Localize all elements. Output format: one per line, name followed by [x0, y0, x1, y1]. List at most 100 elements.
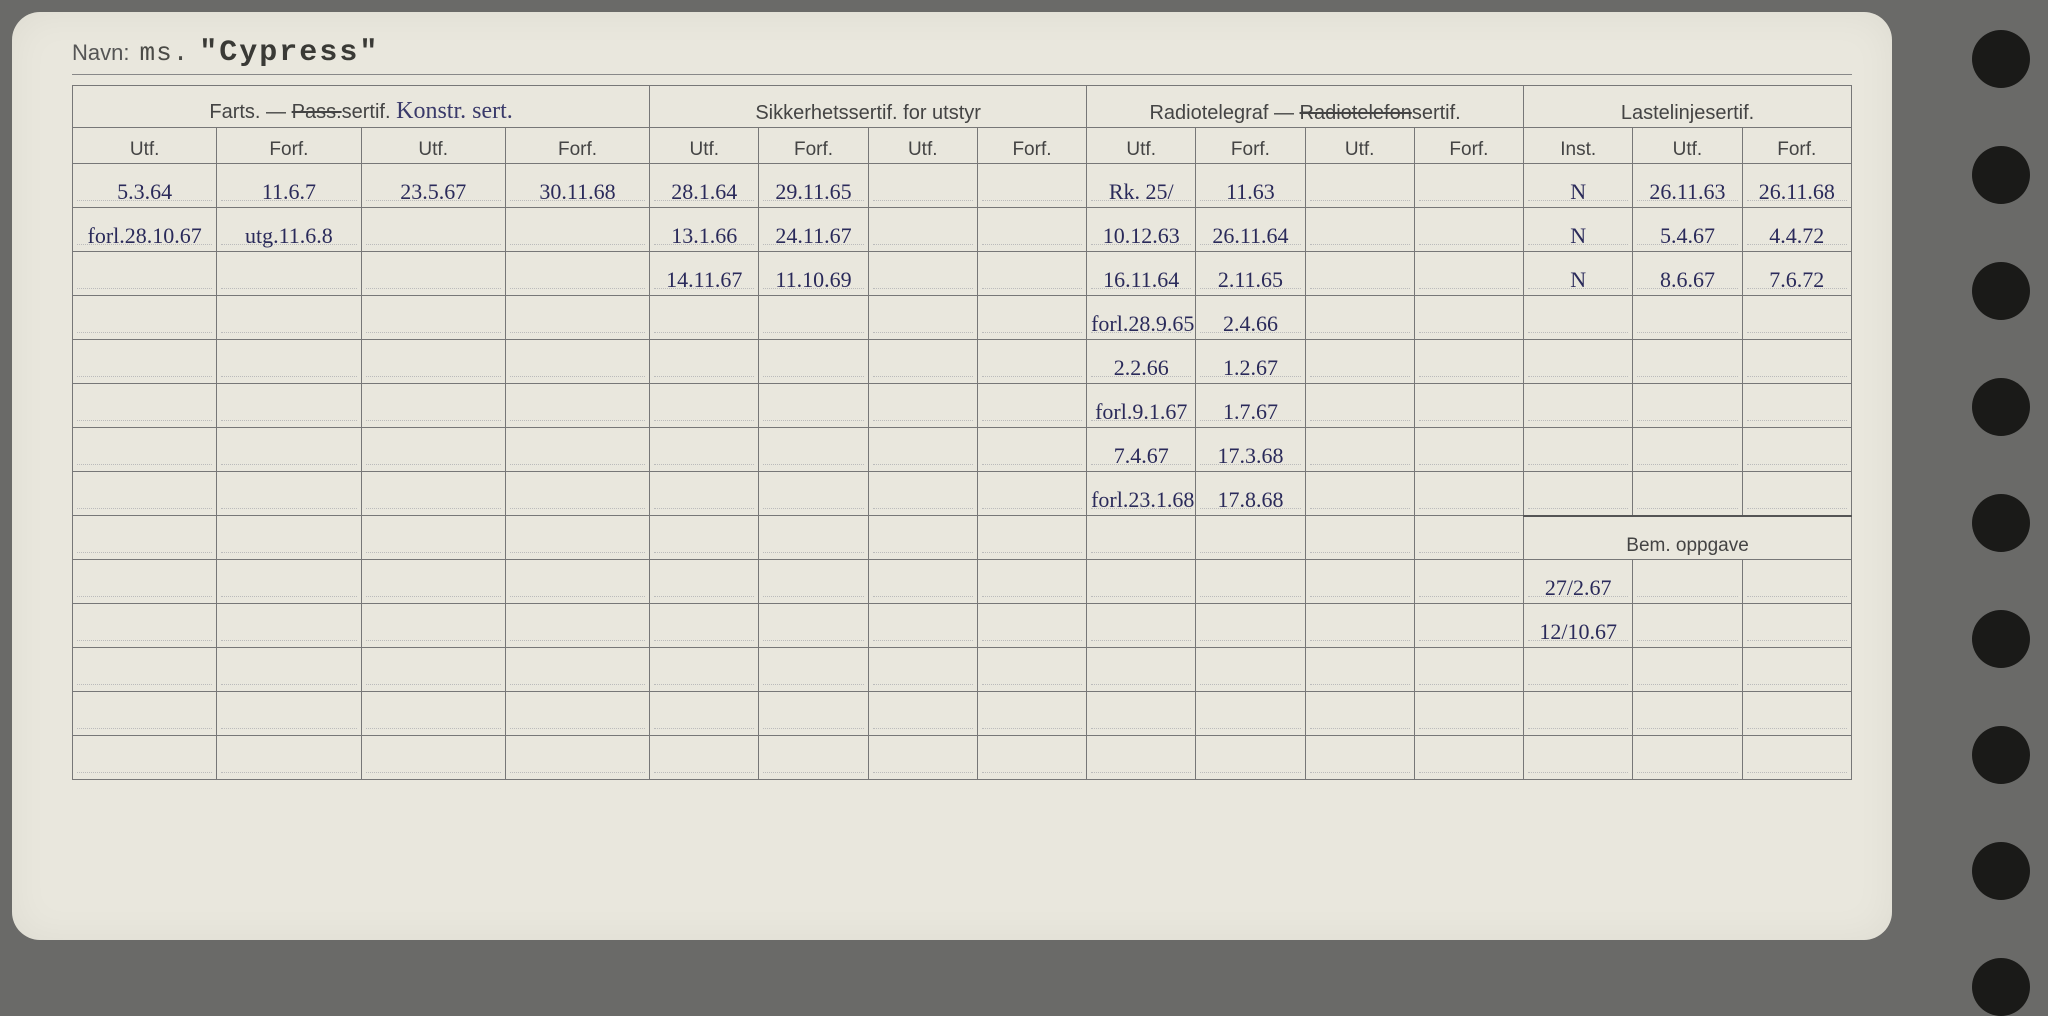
- table-row: forl.23.1.6817.8.68: [73, 472, 1852, 516]
- handwritten-value: 4.4.72: [1769, 223, 1824, 248]
- handwritten-value: 5.4.67: [1660, 223, 1715, 248]
- handwritten-value: N: [1570, 223, 1586, 248]
- table-cell: [977, 296, 1086, 340]
- table-cell: forl.23.1.68: [1087, 472, 1196, 516]
- record-card: Navn: ms. "Cypress" Farts. — Pass.sertif…: [12, 12, 1892, 940]
- table-cell: [1524, 692, 1633, 736]
- table-cell: 28.1.64: [650, 164, 759, 208]
- table-cell: [1414, 252, 1523, 296]
- table-cell: [505, 208, 649, 252]
- table-cell: [217, 384, 361, 428]
- table-cell: [759, 296, 868, 340]
- group-farts-post: sertif.: [342, 101, 391, 123]
- table-cell: [759, 428, 868, 472]
- table-cell: [73, 252, 217, 296]
- table-cell: [1633, 604, 1742, 648]
- handwritten-value: forl.28.10.67: [88, 223, 202, 248]
- group-radio: Radiotelegraf — Radiotelefonsertif.: [1087, 86, 1524, 128]
- table-cell: [1414, 604, 1523, 648]
- table-cell: [361, 472, 505, 516]
- table-cell: [1196, 560, 1305, 604]
- group-lastelinje: Lastelinjesertif.: [1524, 86, 1852, 128]
- table-cell: [1305, 340, 1414, 384]
- table-row: forl.28.10.67utg.11.6.813.1.6624.11.6710…: [73, 208, 1852, 252]
- table-cell: 26.11.63: [1633, 164, 1742, 208]
- table-cell: [1633, 472, 1742, 516]
- table-cell: [1305, 604, 1414, 648]
- table-cell: [505, 604, 649, 648]
- table-cell: 14.11.67: [650, 252, 759, 296]
- table-cell: [1524, 384, 1633, 428]
- table-cell: [217, 252, 361, 296]
- table-cell: [1414, 736, 1523, 780]
- table-header: Farts. — Pass.sertif. Konstr. sert. Sikk…: [73, 86, 1852, 164]
- table-cell: [1196, 604, 1305, 648]
- table-cell: forl.9.1.67: [1087, 384, 1196, 428]
- table-cell: [1742, 736, 1851, 780]
- handwritten-value: 2.2.66: [1114, 355, 1169, 380]
- handwritten-value: 1.2.67: [1223, 355, 1278, 380]
- table-cell: [1633, 296, 1742, 340]
- handwritten-value: 13.1.66: [671, 223, 737, 248]
- table-cell: 16.11.64: [1087, 252, 1196, 296]
- table-row: 14.11.6711.10.6916.11.642.11.65N8.6.677.…: [73, 252, 1852, 296]
- table-cell: [361, 208, 505, 252]
- table-row: [73, 648, 1852, 692]
- table-cell: 7.4.67: [1087, 428, 1196, 472]
- table-cell: 11.63: [1196, 164, 1305, 208]
- table-cell: [1087, 736, 1196, 780]
- table-row: forl.28.9.652.4.66: [73, 296, 1852, 340]
- table-cell: [73, 428, 217, 472]
- table-cell: [1414, 692, 1523, 736]
- binder-hole: [1972, 262, 2030, 320]
- table-cell: [977, 736, 1086, 780]
- binder-hole: [1972, 610, 2030, 668]
- table-cell: [1414, 648, 1523, 692]
- table-cell: [1196, 648, 1305, 692]
- table-cell: [977, 604, 1086, 648]
- table-cell: [650, 296, 759, 340]
- navn-row: Navn: ms. "Cypress": [72, 36, 1852, 75]
- table-cell: 2.4.66: [1196, 296, 1305, 340]
- table-cell: 17.3.68: [1196, 428, 1305, 472]
- binder-hole: [1972, 30, 2030, 88]
- handwritten-value: 26.11.63: [1649, 179, 1725, 204]
- handwritten-value: 8.6.67: [1660, 267, 1715, 292]
- table-cell: [650, 340, 759, 384]
- handwritten-value: 1.7.67: [1223, 399, 1278, 424]
- table-cell: [759, 384, 868, 428]
- table-cell: 30.11.68: [505, 164, 649, 208]
- table-cell: [977, 472, 1086, 516]
- table-cell: [1742, 296, 1851, 340]
- table-cell: 26.11.64: [1196, 208, 1305, 252]
- binder-holes: [1972, 30, 2030, 1016]
- table-cell: [1196, 736, 1305, 780]
- table-cell: [1742, 384, 1851, 428]
- table-cell: [1305, 736, 1414, 780]
- table-cell: [1196, 516, 1305, 560]
- table-cell: [73, 692, 217, 736]
- group-radio-post: sertif.: [1412, 102, 1461, 124]
- table-cell: [977, 164, 1086, 208]
- table-cell: [1305, 428, 1414, 472]
- table-cell: [1633, 340, 1742, 384]
- table-cell: [759, 648, 868, 692]
- handwritten-value: forl.28.9.65: [1091, 311, 1194, 336]
- table-cell: [1524, 472, 1633, 516]
- handwritten-value: forl.23.1.68: [1091, 487, 1194, 512]
- binder-hole: [1972, 842, 2030, 900]
- table-cell: [1305, 296, 1414, 340]
- table-cell: [505, 296, 649, 340]
- table-cell: [759, 604, 868, 648]
- col-utf-4: Utf.: [868, 128, 977, 164]
- handwritten-value: 24.11.67: [775, 223, 851, 248]
- table-cell: [977, 692, 1086, 736]
- navn-label: Navn:: [72, 40, 129, 66]
- table-cell: [977, 252, 1086, 296]
- table-cell: 5.3.64: [73, 164, 217, 208]
- table-cell: [868, 736, 977, 780]
- table-cell: [1524, 648, 1633, 692]
- table-cell: [1414, 164, 1523, 208]
- table-cell: 1.2.67: [1196, 340, 1305, 384]
- table-cell: [650, 604, 759, 648]
